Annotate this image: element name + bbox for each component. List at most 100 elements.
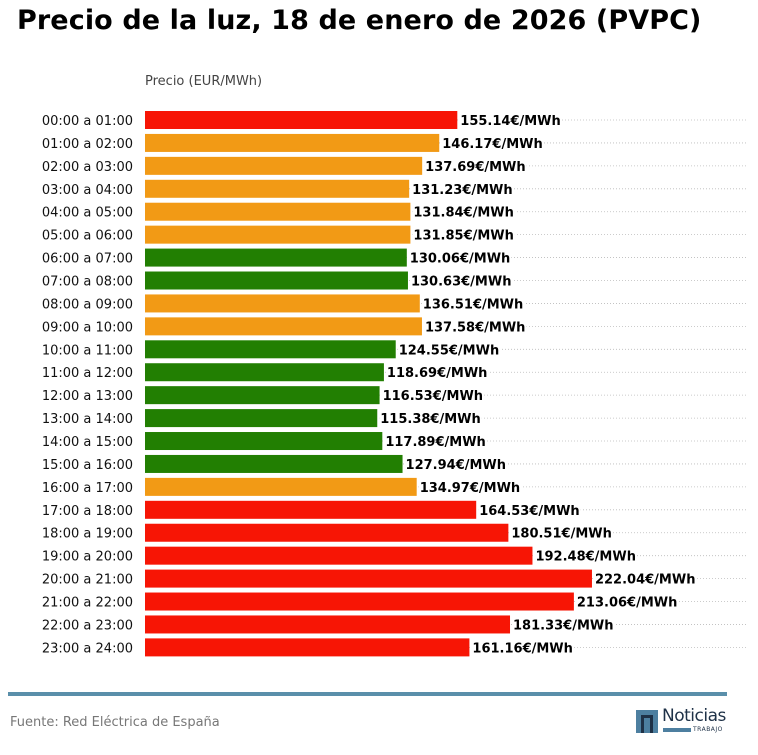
value-label: 222.04€/MWh [595,573,696,588]
value-label-background [423,320,527,333]
source-note: Fuente: Red Eléctrica de España [10,715,220,730]
value-label: 115.38€/MWh [380,412,481,427]
value-label-background [471,641,574,654]
category-label: 18:00 a 19:00 [42,527,133,542]
logo-subtitle: TRABAJO [693,726,723,733]
chart-title: Precio de la luz, 18 de enero de 2026 (P… [17,5,702,36]
footer-divider [8,692,727,696]
category-label: 16:00 a 17:00 [42,481,133,496]
value-label: 118.69€/MWh [387,366,488,381]
bar [145,615,511,634]
value-label-background [459,114,562,126]
category-label: 14:00 a 15:00 [42,435,133,450]
value-label: 130.63€/MWh [411,275,512,290]
category-label: 04:00 a 05:00 [42,206,133,221]
value-label-background [408,251,512,264]
value-label: 192.48€/MWh [535,550,636,565]
value-label: 131.85€/MWh [413,229,514,244]
category-label: 07:00 a 08:00 [42,275,133,290]
category-label: 22:00 a 23:00 [42,618,133,633]
bar [145,156,423,175]
value-label-background [404,457,508,470]
bar [145,386,380,405]
bar [145,638,470,657]
bar [145,592,574,611]
bar [145,523,509,542]
bar [145,500,477,519]
value-label: 136.51€/MWh [423,297,524,312]
value-label: 161.16€/MWh [472,641,572,656]
value-label: 127.94€/MWh [406,458,507,473]
category-label: 19:00 a 20:00 [42,550,133,565]
bar [145,225,411,244]
value-label: 146.17€/MWh [442,137,543,152]
category-label: 00:00 a 01:00 [42,114,133,129]
value-label: 134.97€/MWh [420,481,520,496]
value-label-background [575,595,679,608]
value-label-background [409,274,513,287]
bar [145,179,410,198]
bar [145,133,440,152]
value-label-background [411,182,514,195]
category-label: 08:00 a 09:00 [42,297,133,312]
value-label-background [593,572,697,585]
bar [145,546,533,565]
value-label-background [441,136,544,149]
bar [145,202,411,221]
category-label: 21:00 a 22:00 [42,596,133,611]
category-label: 15:00 a 16:00 [42,458,133,473]
bar [145,477,417,496]
value-label: 131.23€/MWh [412,183,513,198]
value-label: 124.55€/MWh [399,343,500,358]
category-label: 02:00 a 03:00 [42,160,133,175]
value-label: 131.84€/MWh [413,206,514,221]
category-label: 05:00 a 06:00 [42,229,133,244]
category-label: 01:00 a 02:00 [42,137,133,152]
value-label-background [512,618,615,631]
value-label: 130.06€/MWh [410,252,511,267]
value-label: 137.69€/MWh [425,160,526,175]
category-label: 20:00 a 21:00 [42,573,133,588]
value-label-background [478,503,581,516]
value-label-background [421,297,525,310]
category-label: 13:00 a 14:00 [42,412,133,427]
noticias-trabajo-logo: Noticias TRABAJO [636,706,730,735]
bar [145,409,378,428]
value-label: 155.14€/MWh [460,114,561,129]
bar [145,432,383,451]
value-label-background [381,389,485,402]
value-label-background [510,526,613,539]
category-label: 12:00 a 13:00 [42,389,133,404]
value-label-background [424,159,527,172]
value-label: 137.58€/MWh [425,320,526,335]
logo-underline [663,728,691,732]
value-label-background [397,343,501,356]
bar [145,454,403,473]
value-label-background [534,549,637,562]
category-label: 10:00 a 11:00 [42,343,133,358]
value-label-background [379,412,482,425]
bar [145,317,422,336]
bar [145,569,592,588]
value-label-background [384,435,487,448]
value-label-background [385,366,489,379]
value-label: 117.89€/MWh [385,435,486,450]
bar [145,363,384,382]
logo-wordmark: Noticias [662,706,726,726]
logo-n-mark-icon [636,710,658,733]
value-label: 116.53€/MWh [383,389,484,404]
bar [145,271,408,290]
bar [145,111,458,129]
bar [145,294,420,313]
value-label-background [412,228,515,241]
value-label: 180.51€/MWh [511,527,612,542]
category-label: 11:00 a 12:00 [42,366,133,381]
value-label-background [418,480,522,493]
category-label: 06:00 a 07:00 [42,252,133,267]
value-label: 181.33€/MWh [513,618,614,633]
category-label: 17:00 a 18:00 [42,504,133,519]
category-label: 23:00 a 24:00 [42,641,133,656]
value-label-background [412,205,515,218]
category-label: 03:00 a 04:00 [42,183,133,198]
bar-chart: 00:00 a 01:00 155.14€/MWh 01:00 a 02:00 146… [42,111,748,657]
